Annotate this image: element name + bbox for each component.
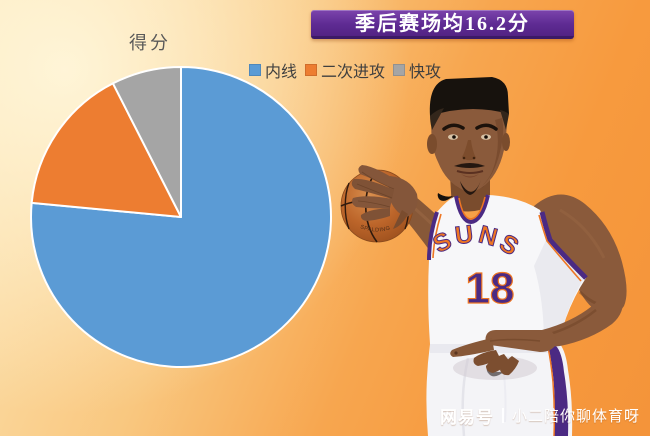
player-head-part [482,118,504,186]
player-hand-on-ball-part [356,171,395,208]
player-bent-arm-upper-part [533,194,627,315]
chart-legend: 内线 二次进攻 快攻 [249,58,449,82]
legend-label-inside: 内线 [265,64,298,81]
player-hand-on-ball-part [388,176,418,217]
player-hair-part [429,77,509,116]
player-bent-arm-forearm-hand-part [549,309,597,336]
player-hair-part [430,108,444,130]
player-face-part [456,170,484,174]
basketball-part [344,182,350,230]
player-face-part [460,180,481,195]
pie-slice-2 [111,66,182,218]
player-jersey-part [539,211,588,280]
player-head-part [427,134,437,154]
player-face-part [484,135,488,139]
player-face-part [462,140,476,161]
player-hand-on-ball-part [393,210,408,229]
player-hand-on-ball-part [358,165,396,190]
player-jersey-part [534,238,584,344]
legend-item-second-chance: 二次进攻 [305,58,385,82]
nike-swoosh-jersey-icon [437,193,453,201]
player-hand-on-ball-part [352,196,392,209]
legend-label-fastbreak: 快攻 [409,64,442,81]
player-bent-arm-forearm-hand-part [450,338,494,357]
player-shorts-part [547,346,556,436]
legend-label-second-chance: 二次进攻 [321,64,386,81]
player-bent-arm-forearm-hand-part [542,288,623,347]
legend-item-fastbreak: 快攻 [393,58,441,82]
player-bent-arm-forearm-hand-part [454,351,458,355]
jersey-number: 18 [466,264,515,313]
watermark-brand-logo: 网易号 [439,408,494,427]
player-face [442,123,498,195]
legend-swatch-fastbreak [393,64,406,76]
player-jersey-part [538,214,582,282]
legend-swatch-inside [249,64,261,76]
player-hand-on-ball-part [351,178,394,199]
player-face-part [442,123,465,131]
player-head-part [502,133,510,151]
player-head [427,77,510,212]
player-face-part [462,156,466,160]
player-bent-arm-upper-part [559,208,606,259]
watermark-separator [501,408,504,423]
player-bent-arm-forearm-hand-part [473,350,500,366]
player-face-part [475,123,498,131]
player-hand-on-ball-part [360,208,390,221]
player-bent-arm-forearm-hand-part [485,330,556,352]
player-hand-on-ball [351,165,418,229]
player-jersey: SUNS 18 [427,193,588,344]
player-face-part [454,163,485,168]
player-bent-arm-forearm-hand [450,288,623,376]
player-face-part [452,135,456,139]
pie-chart [30,66,332,368]
pie-slice-1 [30,82,182,218]
player-jersey-part [454,194,490,225]
player-face-part [461,174,479,178]
player-shorts-part [548,346,569,436]
chart-title: 得分 [129,33,171,53]
player-hair [429,77,509,130]
player-bent-arm-forearm-hand-part [486,354,510,373]
ball-brand-text-part: SPALDING [359,224,390,233]
ball-brand-text: SPALDING [359,224,391,233]
player-jersey-part [458,196,486,220]
legend-swatch-second-chance [305,64,318,76]
watermark-account: 小二陪你聊体育呀 [511,408,640,425]
player-bent-arm-forearm-hand-part [489,338,541,342]
watermark: 网易号 小二陪你聊体育呀 [440,403,640,428]
player-jersey-part [427,211,439,261]
headline-banner: 季后赛场均16.2分 [311,10,574,39]
player-bent-arm-forearm-hand-part [500,356,519,376]
legend-item-inside: 内线 [249,58,297,82]
player-hair-part [500,110,509,130]
player-face-part [472,156,476,160]
player-jersey-part [432,213,442,259]
